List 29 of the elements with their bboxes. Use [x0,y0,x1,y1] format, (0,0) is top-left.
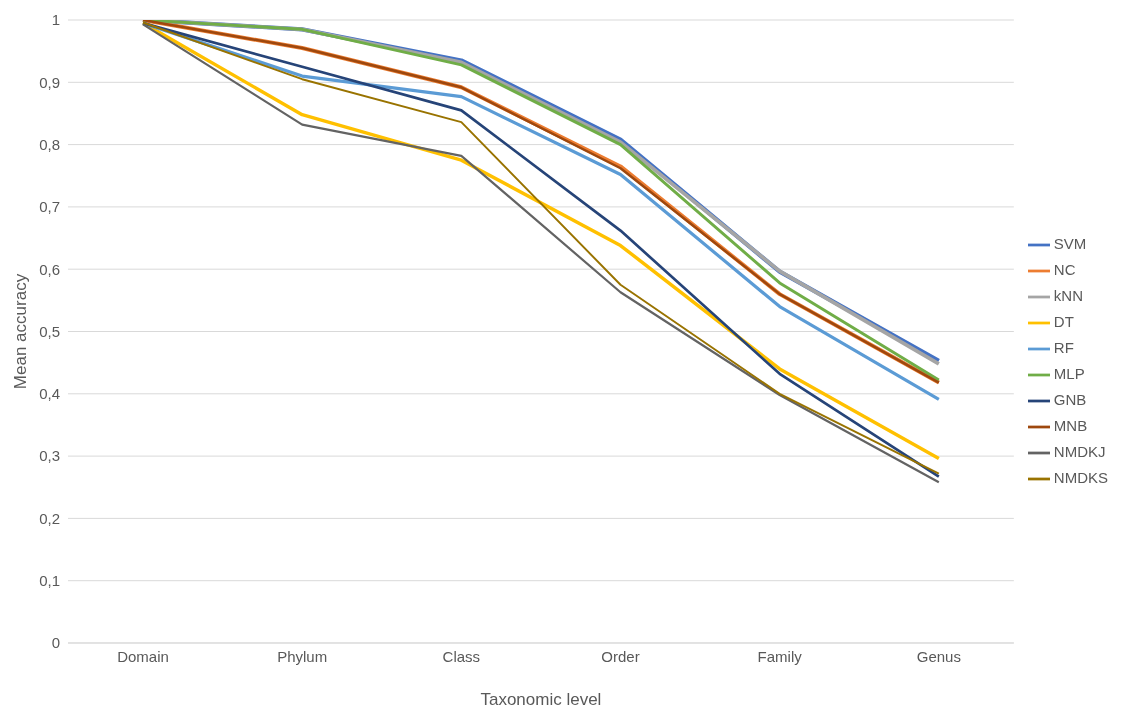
legend-label: kNN [1053,286,1083,304]
x-tick-label: Phylum [277,647,328,665]
x-tick-label: Domain [117,647,169,665]
y-tick-label: 0,9 [39,73,60,91]
y-axis-title: Mean accuracy [11,273,31,390]
legend-label: MNB [1053,416,1088,434]
y-tick-label: 0,6 [39,260,60,278]
y-tick-label: 1 [51,11,60,29]
legend-label: SVM [1053,234,1087,252]
legend-label: DT [1053,312,1074,330]
y-tick-label: 0,2 [39,509,60,527]
legend-label: NMDKS [1053,468,1108,486]
legend-label: GNB [1053,390,1087,408]
legend-label: NMDKJ [1053,442,1106,460]
y-tick-label: 0 [51,634,60,652]
legend-label: MLP [1053,364,1085,382]
x-tick-label: Order [601,647,640,665]
y-tick-label: 0,7 [39,198,60,216]
x-axis-title: Taxonomic level [480,690,602,709]
legend-label: RF [1053,338,1074,356]
y-tick-label: 0,3 [39,447,60,465]
y-tick-label: 0,8 [39,135,60,153]
y-tick-label: 0,1 [39,572,60,590]
x-tick-label: Family [757,647,803,665]
legend-label: NC [1053,260,1076,278]
y-tick-label: 0,4 [39,385,60,403]
x-tick-label: Class [442,647,481,665]
y-tick-label: 0,5 [39,322,60,340]
x-tick-label: Genus [916,647,961,665]
